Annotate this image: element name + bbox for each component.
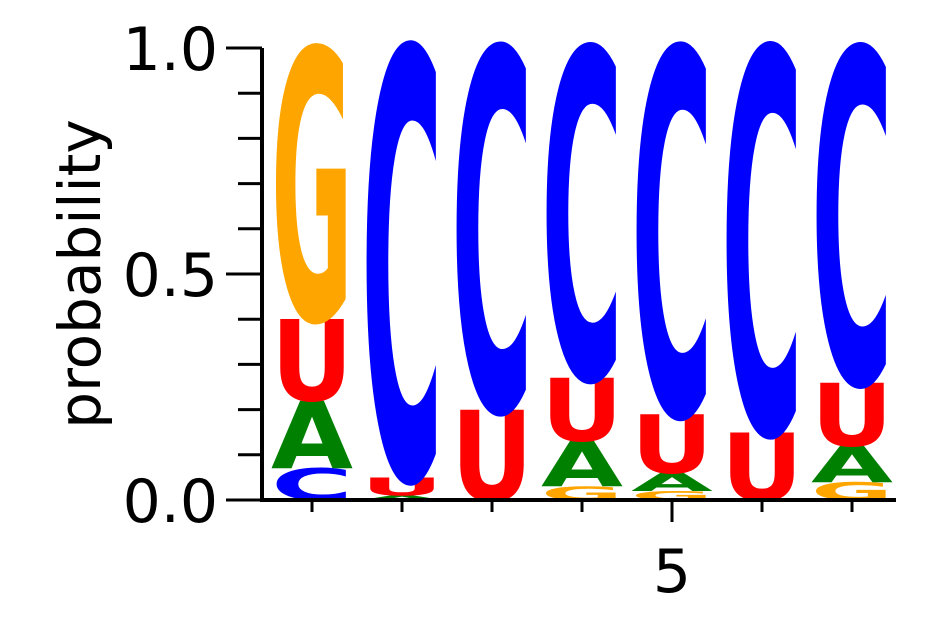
y-tick-label: 1.0 bbox=[123, 15, 218, 85]
logo-letter-U: U bbox=[541, 362, 623, 462]
y-axis-label: probability bbox=[46, 119, 114, 428]
logo-letter-U: U bbox=[811, 366, 893, 466]
logo-letter-C: C bbox=[631, 0, 713, 533]
logo-letter-A: A bbox=[361, 494, 443, 501]
logo-letter-U: U bbox=[361, 473, 443, 502]
logo-letter-C: C bbox=[541, 0, 623, 485]
logo-letter-U: U bbox=[271, 298, 353, 428]
y-tick-label: 0.0 bbox=[123, 467, 218, 537]
x-ticks: 5 bbox=[310, 500, 854, 607]
logo-letter-G: G bbox=[271, 0, 353, 408]
logo-letter-A: A bbox=[271, 382, 353, 491]
y-tick-label: 0.5 bbox=[123, 241, 218, 311]
logo-letter-A: A bbox=[631, 468, 714, 497]
logo-letter-A: A bbox=[541, 429, 623, 501]
logo-letter-U: U bbox=[631, 398, 713, 492]
y-ticks: 0.0 0.5 1.0 bbox=[123, 15, 262, 537]
logo-letter-C: C bbox=[451, 0, 533, 527]
logo-letter-C: C bbox=[361, 0, 443, 616]
logo-letter-C: C bbox=[721, 0, 803, 557]
logo-letter-C: C bbox=[811, 0, 893, 491]
x-tick-label: 5 bbox=[653, 537, 691, 607]
logo-letter-A: A bbox=[811, 436, 893, 494]
